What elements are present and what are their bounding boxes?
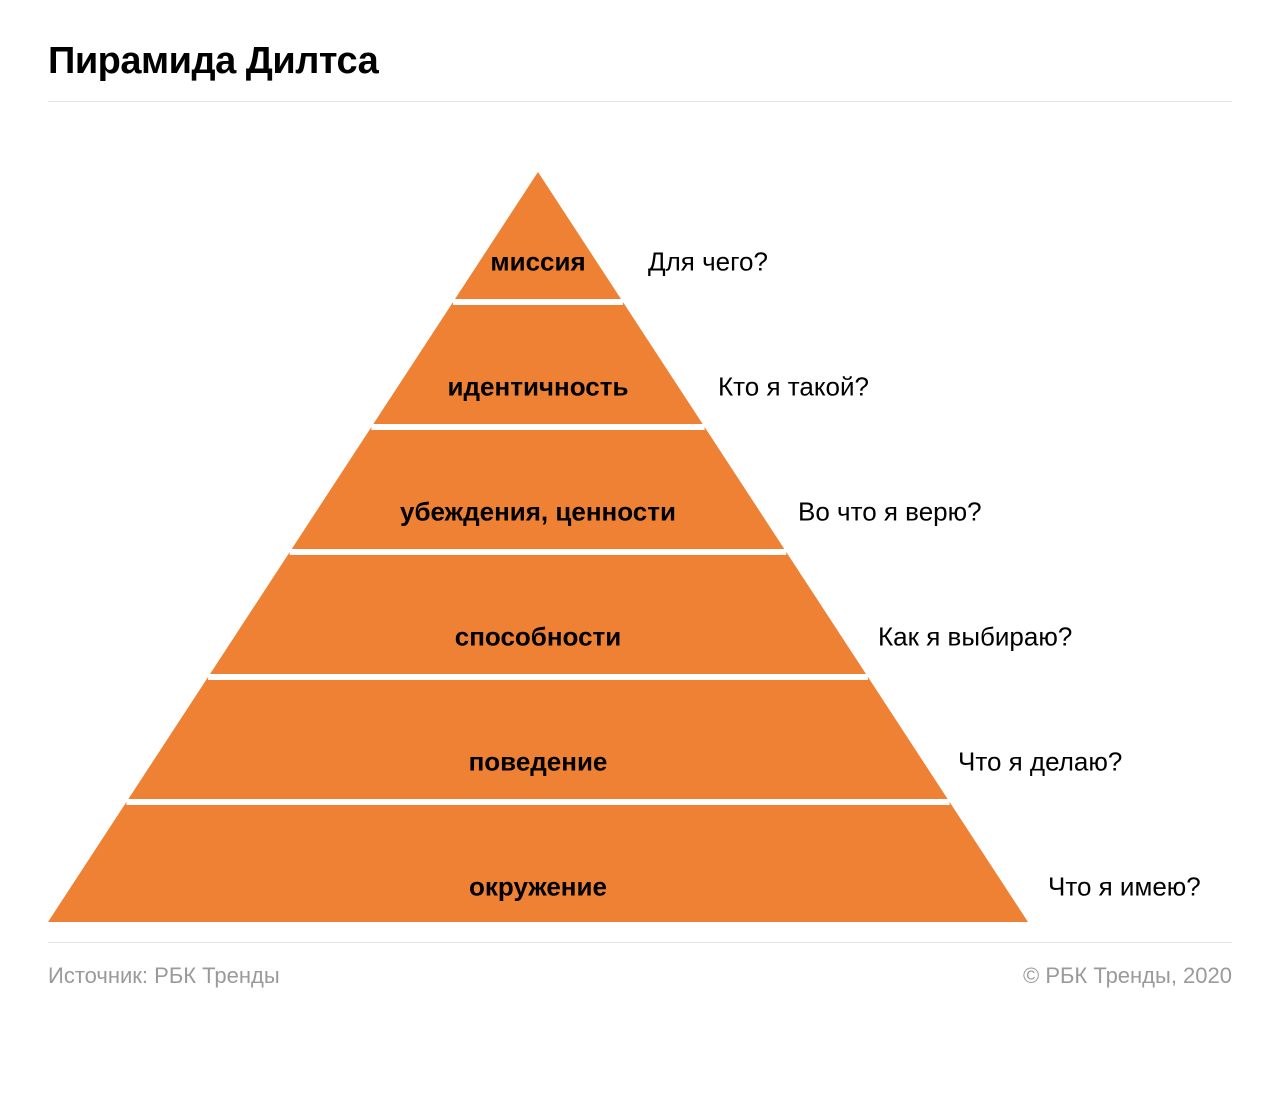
pyramid-level-label: миссия xyxy=(490,247,585,278)
pyramid-level-label: способности xyxy=(455,622,622,653)
pyramid-level-label: окружение xyxy=(469,872,607,903)
pyramid-level-label: поведение xyxy=(469,747,608,778)
pyramid-question-label: Что я делаю? xyxy=(958,747,1122,778)
page-title: Пирамида Дилтса xyxy=(48,40,1232,83)
footer-copyright: © РБК Тренды, 2020 xyxy=(1023,963,1232,989)
divider-top xyxy=(48,101,1232,102)
footer: Источник: РБК Тренды © РБК Тренды, 2020 xyxy=(48,963,1232,989)
pyramid-question-label: Как я выбираю? xyxy=(878,622,1072,653)
pyramid-question-label: Во что я верю? xyxy=(798,497,982,528)
footer-source: Источник: РБК Тренды xyxy=(48,963,280,989)
pyramid-level-label: идентичность xyxy=(448,372,629,403)
pyramid-question-label: Для чего? xyxy=(648,247,768,278)
pyramid-question-label: Что я имею? xyxy=(1048,872,1201,903)
pyramid-chart: миссия Для чего? идентичность Кто я такой? у… xyxy=(48,112,1232,932)
pyramid-question-label: Кто я такой? xyxy=(718,372,869,403)
pyramid-level-label: убеждения, ценности xyxy=(400,497,676,528)
divider-bottom xyxy=(48,942,1232,943)
